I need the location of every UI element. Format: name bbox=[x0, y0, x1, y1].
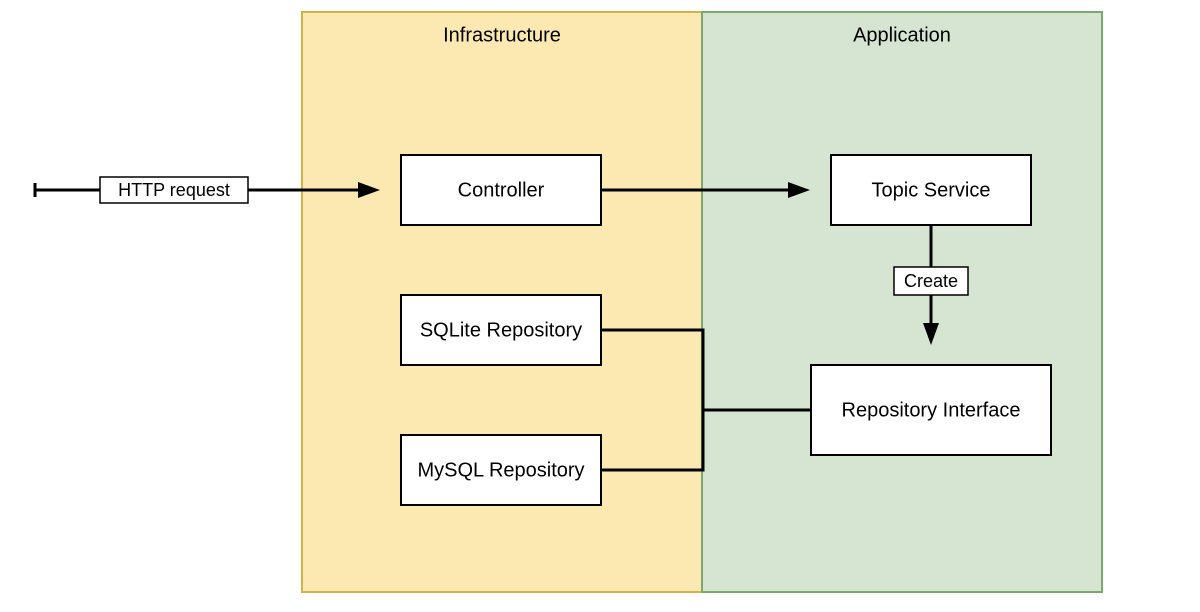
edge-label-topic-to-repoif: Create bbox=[904, 271, 958, 291]
node-mysql: MySQL Repository bbox=[401, 435, 601, 505]
edge-label-http-in: HTTP request bbox=[118, 180, 230, 200]
region-application: Application bbox=[702, 12, 1102, 592]
node-label-sqlite: SQLite Repository bbox=[420, 319, 582, 341]
architecture-diagram: Infrastructure Application HTTP request Cre… bbox=[0, 0, 1200, 612]
node-label-mysql: MySQL Repository bbox=[417, 459, 584, 481]
node-sqlite: SQLite Repository bbox=[401, 295, 601, 365]
node-repo-if: Repository Interface bbox=[811, 365, 1051, 455]
region-title-application: Application bbox=[853, 24, 951, 46]
node-controller: Controller bbox=[401, 155, 601, 225]
region-title-infrastructure: Infrastructure bbox=[443, 24, 561, 46]
node-topic: Topic Service bbox=[831, 155, 1031, 225]
node-label-repo-if: Repository Interface bbox=[842, 399, 1021, 421]
node-label-controller: Controller bbox=[458, 179, 545, 201]
node-label-topic: Topic Service bbox=[872, 179, 991, 201]
